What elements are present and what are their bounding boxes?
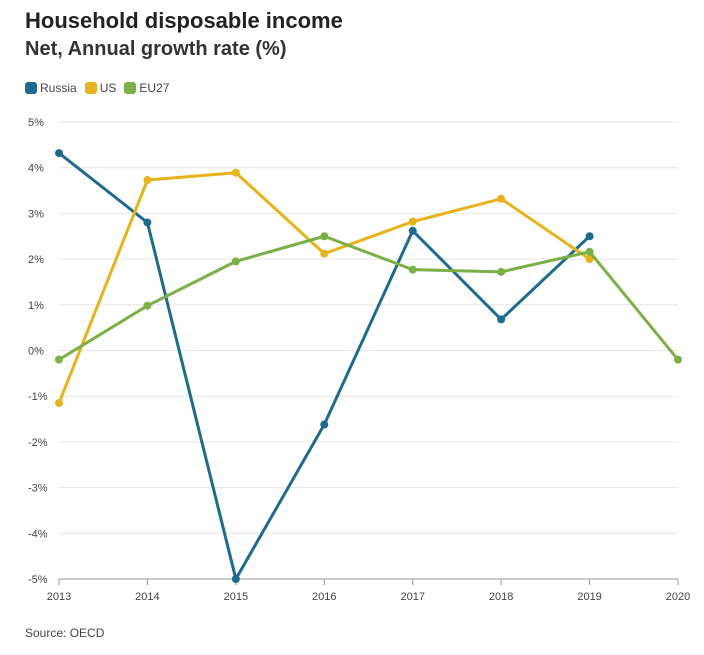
y-tick-label: -2% [28,437,48,449]
data-point-eu27-2017[interactable] [408,265,417,274]
y-tick-label: 1% [28,300,44,312]
data-point-russia-2014[interactable] [143,218,152,227]
chart-subtitle: Net, Annual growth rate (%) [25,38,287,60]
legend: Russia US EU27 [25,81,169,95]
data-point-us-2019[interactable] [585,255,594,264]
legend-label-eu27: EU27 [139,81,170,95]
data-point-russia-2013[interactable] [55,149,63,158]
data-point-russia-2016[interactable] [320,420,329,429]
y-tick-label: -5% [28,574,48,586]
y-tick-label: -4% [28,528,48,540]
series-line-russia [57,151,592,581]
series-line-eu27 [57,234,680,362]
x-tick-label: 2016 [312,591,336,603]
x-tick-label: 2018 [489,591,513,603]
data-point-us-2018[interactable] [497,194,506,203]
data-point-eu27-2016[interactable] [320,232,329,241]
y-tick-label: -1% [28,391,48,403]
data-point-eu27-2020[interactable] [674,355,682,364]
data-point-eu27-2013[interactable] [55,355,63,364]
data-point-russia-2017[interactable] [408,226,417,235]
data-point-russia-2015[interactable] [231,575,240,583]
data-point-russia-2018[interactable] [497,315,506,324]
x-tick-label: 2019 [577,591,601,603]
data-point-eu27-2018[interactable] [497,267,506,276]
chart-title: Household disposable income [25,8,343,33]
data-point-us-2014[interactable] [143,176,152,185]
legend-item-eu27[interactable]: EU27 [124,81,169,95]
y-tick-label: 0% [28,346,44,358]
series-line-us [57,171,592,405]
x-tick-label: 2015 [224,591,248,603]
legend-label-us: US [99,81,117,95]
y-tick-label: 5% [28,117,44,129]
data-point-eu27-2015[interactable] [231,257,240,266]
x-tick-label: 2014 [135,591,159,603]
y-tick-label: 2% [28,254,44,266]
y-tick-label: 4% [28,163,44,175]
source-note: Source: OECD [25,626,105,640]
y-tick-label: -3% [28,483,48,495]
legend-swatch-us [84,82,97,94]
line-chart: 5% 4% 3% 2% 1% 0% -1% -2% -3% -4% -5% 2013 2014 2015 2… [28,117,690,603]
legend-swatch-russia [25,82,37,94]
data-point-russia-2019[interactable] [585,232,594,241]
data-point-us-2016[interactable] [320,249,329,258]
data-point-eu27-2019[interactable] [585,247,594,256]
legend-item-russia[interactable]: Russia [25,81,77,95]
legend-item-us[interactable]: US [84,81,117,95]
legend-label-russia: Russia [40,81,77,95]
data-point-eu27-2014[interactable] [143,301,152,310]
data-point-us-2013[interactable] [55,399,63,408]
x-tick-label: 2013 [47,591,71,603]
data-point-us-2015[interactable] [231,168,240,177]
legend-swatch-eu27 [124,82,137,94]
y-tick-label: 3% [28,208,44,220]
data-point-us-2017[interactable] [408,217,417,226]
x-tick-label: 2020 [666,591,690,603]
x-tick-label: 2017 [400,591,424,603]
